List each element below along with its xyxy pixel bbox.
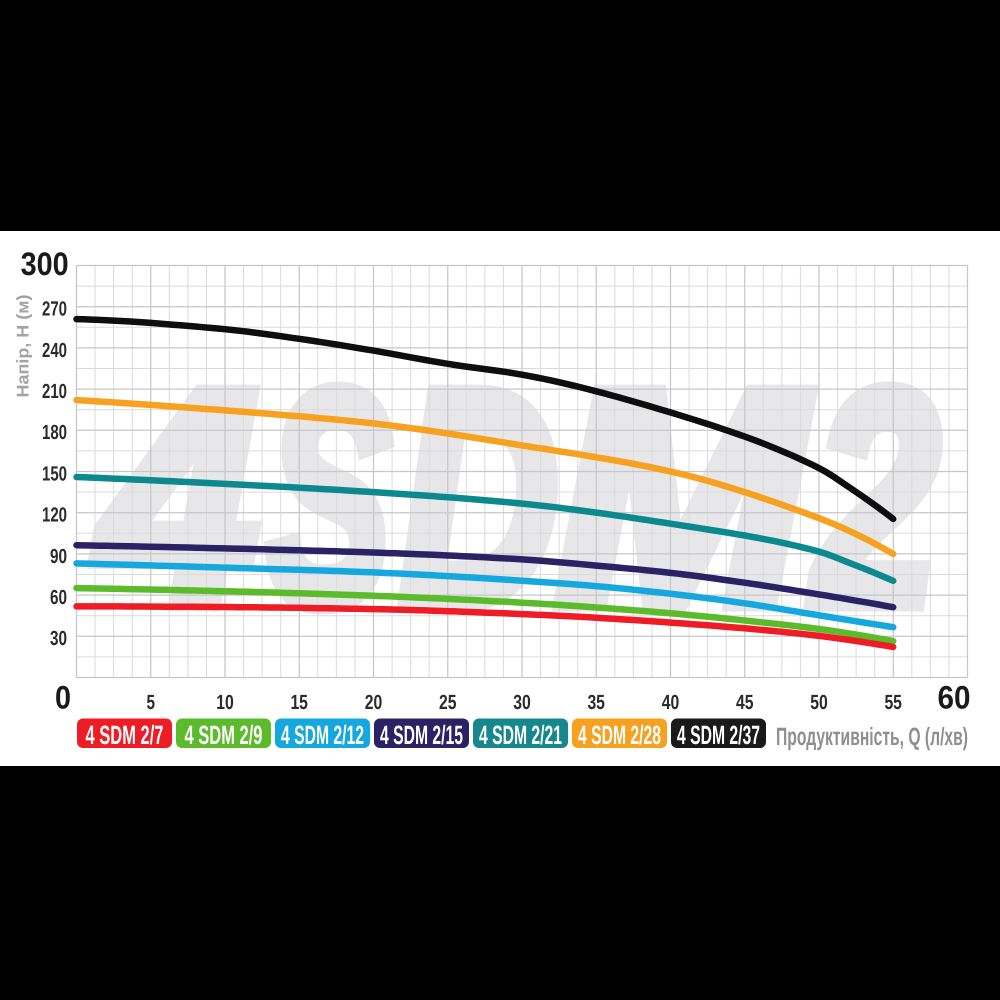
- svg-text:35: 35: [587, 691, 605, 714]
- svg-text:4 SDM 2/37: 4 SDM 2/37: [677, 720, 760, 750]
- svg-text:4 SDM 2/21: 4 SDM 2/21: [479, 720, 562, 750]
- svg-text:5: 5: [147, 691, 156, 714]
- svg-text:0: 0: [55, 680, 71, 716]
- svg-text:60: 60: [50, 586, 67, 609]
- svg-text:4: 4: [92, 327, 258, 668]
- svg-text:4 SDM 2/9: 4 SDM 2/9: [185, 720, 263, 750]
- svg-text:20: 20: [365, 691, 383, 714]
- svg-text:300: 300: [21, 246, 69, 282]
- svg-text:4 SDM 2/28: 4 SDM 2/28: [578, 720, 661, 750]
- svg-text:30: 30: [513, 691, 531, 714]
- svg-text:40: 40: [662, 691, 680, 714]
- svg-text:15: 15: [290, 691, 308, 714]
- svg-text:180: 180: [42, 421, 67, 444]
- svg-text:55: 55: [884, 691, 902, 714]
- svg-text:90: 90: [50, 545, 67, 568]
- svg-text:Напір, Н (м): Напір, Н (м): [14, 295, 33, 398]
- svg-text:50: 50: [810, 691, 828, 714]
- svg-text:10: 10: [216, 691, 234, 714]
- svg-text:240: 240: [42, 339, 67, 362]
- svg-text:4 SDM 2/12: 4 SDM 2/12: [281, 720, 364, 750]
- svg-text:270: 270: [42, 298, 67, 321]
- svg-text:210: 210: [42, 380, 67, 403]
- svg-text:60: 60: [938, 680, 971, 716]
- svg-text:120: 120: [42, 504, 67, 527]
- svg-text:30: 30: [50, 627, 67, 650]
- svg-text:4 SDM 2/15: 4 SDM 2/15: [380, 720, 463, 750]
- svg-text:S: S: [268, 327, 392, 668]
- svg-text:4 SDM 2/7: 4 SDM 2/7: [86, 720, 164, 750]
- svg-text:Продуктивність, Q (л/хв): Продуктивність, Q (л/хв): [776, 723, 968, 751]
- svg-text:25: 25: [439, 691, 457, 714]
- svg-text:150: 150: [42, 462, 67, 485]
- svg-text:45: 45: [736, 691, 754, 714]
